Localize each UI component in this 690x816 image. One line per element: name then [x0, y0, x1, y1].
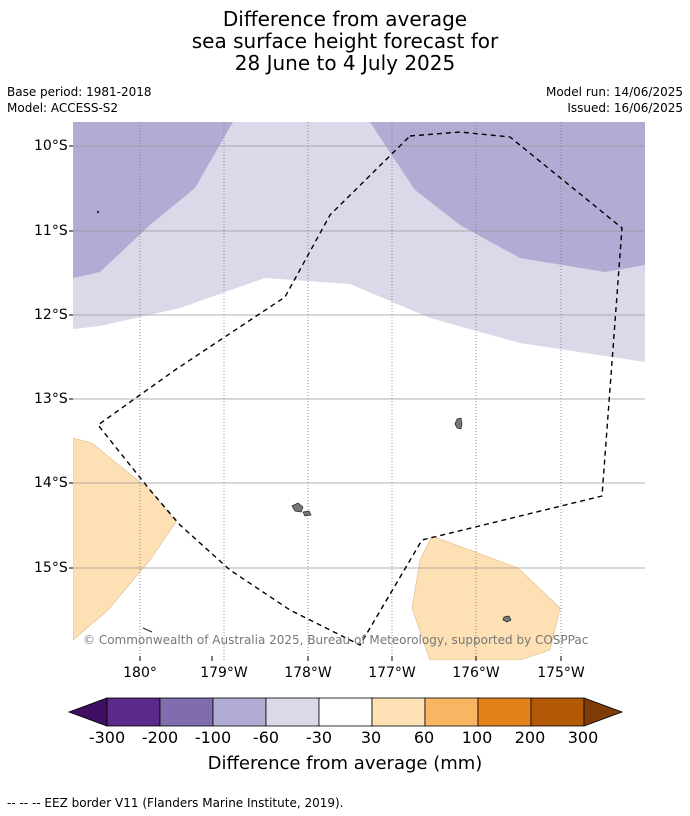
- lon-label-177w: 177°W: [368, 665, 416, 681]
- title-line-1: Difference from average: [222, 7, 468, 31]
- island-futuna: [291, 502, 304, 513]
- island-edge-south: [142, 627, 153, 633]
- colorbar-tick-label: -60: [252, 728, 280, 747]
- contour-minus-60-west: [73, 122, 233, 278]
- lat-label-13s: 13°S: [34, 391, 68, 407]
- colorbar-swatch: [159, 697, 214, 727]
- islet-dot: [96, 210, 100, 214]
- colorbar-swatch: [530, 697, 585, 727]
- lon-ticks: [139, 656, 562, 661]
- lat-label-15s: 15°S: [34, 560, 68, 576]
- eez-footnote: -- -- -- EEZ border V11 (Flanders Marine…: [7, 796, 344, 810]
- lon-label-180: 180°: [123, 665, 157, 681]
- colorbar-tick-label: -200: [141, 728, 179, 747]
- title-line-3: 28 June to 4 July 2025: [234, 51, 456, 75]
- lat-label-12s: 12°S: [34, 307, 68, 323]
- colorbar-swatch: [424, 697, 479, 727]
- colorbar-swatch: [477, 697, 532, 727]
- contour-plus-30-west: [73, 437, 177, 641]
- lat-label-11s: 11°S: [34, 223, 68, 239]
- meta-right: Model run: 14/06/2025 Issued: 16/06/2025: [546, 84, 683, 116]
- meta-left: Base period: 1981-2018 Model: ACCESS-S2: [7, 84, 152, 116]
- colorbar-title: Difference from average (mm): [207, 753, 483, 774]
- contour-plus-30-southeast: [411, 535, 561, 660]
- lat-label-14s: 14°S: [34, 475, 68, 491]
- colorbar-tick-label: -30: [305, 728, 333, 747]
- title-line-2: sea surface height forecast for: [191, 29, 499, 53]
- colorbar-tick-label: -300: [88, 728, 126, 747]
- colorbar-extend-low: [67, 697, 108, 727]
- colorbar-swatch: [265, 697, 320, 727]
- lon-label-175w: 175°W: [537, 665, 585, 681]
- model-name: Model: ACCESS-S2: [7, 101, 119, 115]
- colorbar-tick-label: -100: [194, 728, 232, 747]
- colorbar-tick-label: 300: [567, 728, 599, 747]
- lon-label-176w: 176°W: [452, 665, 500, 681]
- map-title: Difference from average sea surface heig…: [0, 8, 690, 74]
- lon-label-179w: 179°W: [200, 665, 248, 681]
- island-niuafoou: [502, 615, 512, 623]
- colorbar: [67, 697, 624, 727]
- colorbar-tick-label: 100: [461, 728, 493, 747]
- eez-border: [96, 131, 623, 646]
- lon-label-178w: 178°W: [284, 665, 332, 681]
- contour-minus-60-east: [370, 122, 645, 272]
- issued-date: Issued: 16/06/2025: [567, 101, 683, 115]
- lat-ticks: [69, 145, 73, 569]
- model-run: Model run: 14/06/2025: [545, 85, 683, 99]
- colorbar-extend-high: [583, 697, 624, 727]
- colorbar-swatch: [212, 697, 267, 727]
- colorbar-swatch: [106, 697, 161, 727]
- lat-gridlines: [73, 145, 645, 569]
- colorbar-tick-label: 200: [514, 728, 546, 747]
- colorbar-tick-label: 30: [360, 728, 382, 747]
- map-plot-area: [73, 122, 645, 660]
- colorbar-swatch: [318, 697, 373, 727]
- lat-label-10s: 10°S: [34, 138, 68, 154]
- base-period: Base period: 1981-2018: [7, 85, 152, 99]
- island-wallis: [454, 417, 463, 430]
- island-alofi: [302, 510, 312, 517]
- colorbar-swatch: [371, 697, 426, 727]
- copyright-notice: © Commonwealth of Australia 2025, Bureau…: [83, 633, 589, 647]
- colorbar-tick-label: 60: [413, 728, 435, 747]
